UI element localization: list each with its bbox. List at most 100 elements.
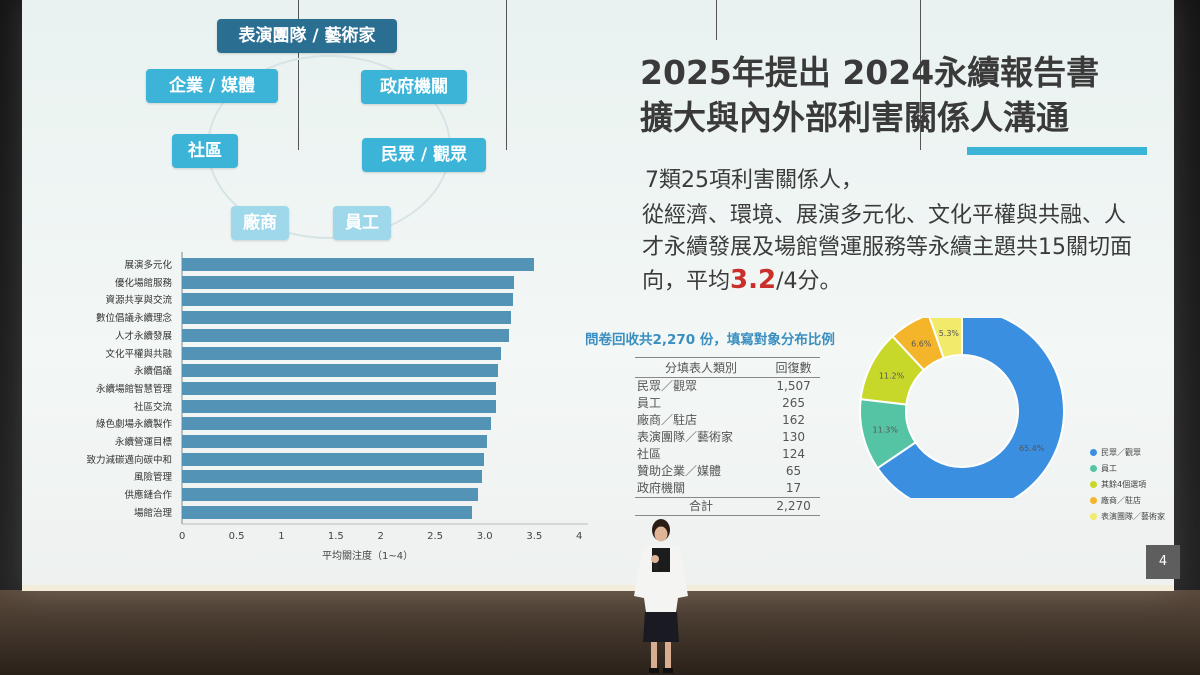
tag-enterprise-media: 企業 / 媒體 <box>146 69 278 103</box>
x-tick-label: 1 <box>278 531 285 542</box>
bar <box>182 364 498 378</box>
slide-title: 2025年提出 2024永續報告書 擴大與內外部利害關係人溝通 <box>640 50 1099 140</box>
tag-public-audience: 民眾 / 觀眾 <box>362 138 486 172</box>
topics-text: 從經濟、環境、展演多元化、文化平權與共融、人才永續發展及場館營運服務等永續主題共… <box>642 203 1132 294</box>
x-tick-label: 2 <box>377 531 384 542</box>
legend-swatch <box>1090 513 1097 520</box>
tag-community: 社區 <box>172 134 238 168</box>
distribution-donut-chart: 65.4% 11.3% 11.2% 6.6% 5.3% <box>859 318 1065 498</box>
category-label: 數位倡議永續理念 <box>95 313 172 325</box>
table-row: 民眾／觀眾 1,507 <box>635 378 820 396</box>
bar <box>182 488 478 502</box>
category-label: 永續場館智慧管理 <box>95 383 172 395</box>
legend-label: 廠商／駐店 <box>1101 496 1141 505</box>
title-line-1: 2025年提出 2024永續報告書 <box>640 53 1100 92</box>
table-row: 政府機關 17 <box>635 480 820 498</box>
legend-swatch <box>1090 465 1097 472</box>
slice-label: 11.2% <box>879 371 905 380</box>
bar <box>182 435 487 448</box>
hanging-wire <box>716 0 717 40</box>
category-label: 永續營運目標 <box>114 437 172 448</box>
bar <box>182 311 511 325</box>
slice-label: 65.4% <box>1019 444 1045 453</box>
legend-swatch <box>1090 481 1097 488</box>
projection-screen: 表演團隊 / 藝術家 企業 / 媒體 政府機關 社區 民眾 / 觀眾 廠商 員工… <box>22 0 1180 591</box>
title-line-2: 擴大與內外部利害關係人溝通 <box>640 98 1069 137</box>
bar <box>182 328 509 342</box>
category-cell: 廠商／駐店 <box>637 413 698 427</box>
table-row: 表演團隊／藝術家 130 <box>635 429 820 446</box>
donut-slice <box>928 318 963 360</box>
slice-label: 11.3% <box>873 426 899 435</box>
hanging-wire <box>506 0 507 150</box>
topics-paragraph: 從經濟、環境、展演多元化、文化平權與共融、人才永續發展及場館營運服務等永續主題共… <box>642 200 1142 298</box>
table-row: 員工 265 <box>635 395 820 412</box>
donut-slice <box>891 318 945 372</box>
category-cell: 民眾／觀眾 <box>637 379 698 393</box>
legend-swatch <box>1090 497 1097 504</box>
bar <box>182 505 472 519</box>
tag-government: 政府機關 <box>361 70 467 104</box>
hanging-wire <box>920 0 921 150</box>
survey-title: 問卷回收共2,270 份，填寫對象分布比例 <box>585 332 835 348</box>
bar <box>182 346 501 360</box>
tag-performers: 表演團隊 / 藝術家 <box>217 19 397 53</box>
category-label: 展演多元化 <box>124 260 172 271</box>
category-cell: 表演團隊／藝術家 <box>637 430 734 444</box>
slice-label: 6.6% <box>911 339 932 348</box>
category-label: 綠色劇場永續製作 <box>95 419 172 431</box>
count-cell: 1,507 <box>776 379 811 393</box>
response-table: 分填表人類別 回復數 民眾／觀眾 1,507 員工 265 廠商／駐店 162 表演團隊／藝… <box>635 357 820 516</box>
x-tick-label: 0.5 <box>228 531 245 542</box>
average-score: 3.2 <box>730 265 777 295</box>
count-cell: 162 <box>782 413 806 427</box>
column-header: 分填表人類別 <box>635 357 768 378</box>
category-cell: 員工 <box>637 396 662 410</box>
total-label: 合計 <box>635 497 768 516</box>
tag-staff: 員工 <box>333 206 391 240</box>
category-label: 社區交流 <box>133 401 172 413</box>
category-label: 致力減碳邁向碳中和 <box>86 454 172 466</box>
score-suffix: /4分。 <box>776 269 842 294</box>
bar <box>182 381 496 395</box>
table-row: 贊助企業／媒體 65 <box>635 463 820 480</box>
bar <box>182 293 513 307</box>
category-label: 優化場館服務 <box>114 277 172 289</box>
bar <box>182 417 491 431</box>
category-label: 場館治理 <box>133 507 172 519</box>
count-cell: 265 <box>782 396 806 410</box>
legend-item: 民眾／觀眾 <box>1090 447 1141 458</box>
legend-label: 民眾／觀眾 <box>1101 448 1141 457</box>
column-header: 回復數 <box>767 357 820 378</box>
category-label: 風險管理 <box>133 472 172 484</box>
speaker-figure <box>634 519 688 673</box>
page-number: 4 <box>1146 545 1180 579</box>
legend-item: 其餘4個選項 <box>1090 479 1146 490</box>
count-cell: 130 <box>782 430 806 444</box>
table-row: 社區 124 <box>635 446 820 463</box>
legend-label: 表演團隊／藝術家 <box>1101 512 1165 521</box>
tag-vendors: 廠商 <box>231 206 289 240</box>
category-label: 資源共享與交流 <box>105 295 172 307</box>
legend-item: 廠商／駐店 <box>1090 495 1141 506</box>
table-total-row: 合計 2,270 <box>635 497 820 516</box>
legend-item: 員工 <box>1090 463 1117 474</box>
title-accent-bar <box>967 147 1147 155</box>
bar <box>182 258 535 271</box>
legend-label: 員工 <box>1101 464 1117 473</box>
bar <box>182 452 484 466</box>
count-cell: 17 <box>785 481 802 495</box>
legend-swatch <box>1090 449 1097 456</box>
bar <box>182 399 496 413</box>
category-label: 人才永續發展 <box>114 330 172 342</box>
category-label: 永續倡議 <box>133 366 172 378</box>
stage-floor <box>0 590 1200 675</box>
bar <box>182 470 482 484</box>
total-value: 2,270 <box>767 497 820 516</box>
x-tick-label: 0 <box>179 531 186 542</box>
table-row: 廠商／駐店 162 <box>635 412 820 429</box>
count-cell: 124 <box>782 447 806 461</box>
donut-slice <box>876 318 1065 498</box>
category-cell: 贊助企業／媒體 <box>637 464 722 478</box>
category-label: 文化平權與共融 <box>105 348 172 360</box>
